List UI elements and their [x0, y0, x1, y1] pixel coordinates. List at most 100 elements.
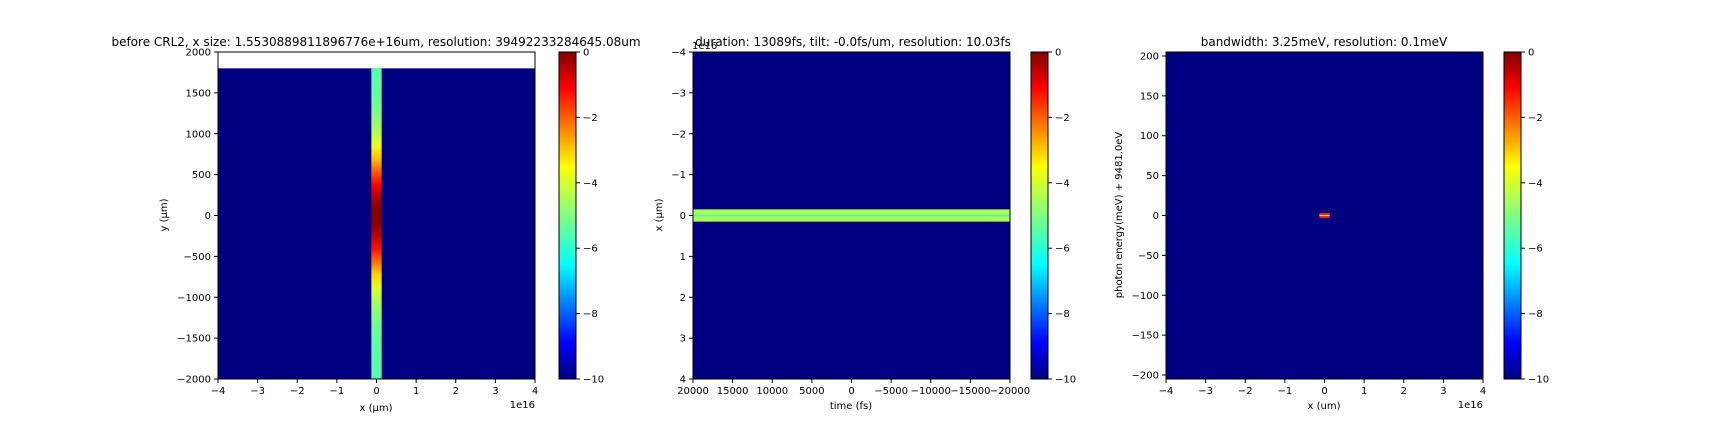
x-tick-label: 3 [492, 386, 498, 397]
x-tick-label: 0 [373, 386, 379, 397]
x-tick-label: 20000 [677, 386, 709, 397]
panel-2-y-label: x (μm) [654, 198, 665, 231]
panel-1-title: before CRL2, x size: 1.5530889811896776e… [111, 35, 640, 49]
y-tick-label: 50 [1146, 171, 1159, 182]
x-tick-label: 5000 [799, 386, 824, 397]
x-tick-label: −10000 [911, 386, 951, 397]
x-tick-label: −15000 [950, 386, 990, 397]
colorbar-tick-label: −2 [1055, 113, 1070, 124]
y-tick-label: −1500 [177, 334, 211, 345]
panel-3-x-offset: 1e16 [1458, 400, 1483, 411]
x-tick-label: −2 [290, 386, 305, 397]
y-tick-label: 1000 [186, 129, 211, 140]
panel-3-colorbar: 0 −2 −4 −6 −8 −10 [1503, 48, 1549, 386]
beam-intensity-band [371, 68, 382, 379]
x-tick-label: −3 [1198, 386, 1213, 397]
heatmap-panel-1: before CRL2, x size: 1.5530889811896776e… [111, 35, 640, 414]
colorbar-tick-label: −6 [1055, 244, 1070, 255]
x-tick-label: −3 [250, 386, 265, 397]
colorbar-tick-label: 0 [1055, 48, 1061, 59]
colorbar-tick-label: −6 [1528, 244, 1543, 255]
x-tick-label: −1 [1278, 386, 1293, 397]
colorbar-tick-label: −4 [583, 178, 598, 189]
y-tick-label: −4 [671, 48, 686, 59]
heatmap-panel-2: duration: 13089fs, tilt: -0.0fs/um, reso… [654, 35, 1076, 412]
y-tick-label: −3 [671, 88, 686, 99]
panel-3-y-label: photon energy(meV) + 9481.0eV [1114, 132, 1125, 299]
heatmap-panel-3: bandwidth: 3.25meV, resolution: 0.1meV −… [1114, 35, 1549, 412]
x-tick-label: −2 [1238, 386, 1253, 397]
colorbar-tick-label: −8 [1055, 309, 1070, 320]
colorbar-tick-label: 0 [583, 48, 589, 59]
panel-1-y-ticks: 2000 1500 1000 500 0 −500 −1000 −1500 −2000 [177, 48, 218, 386]
panel-2-colorbar: 0 −2 −4 −6 −8 −10 [1030, 48, 1076, 386]
colorbar-gradient [558, 51, 577, 380]
x-tick-label: −20000 [990, 386, 1030, 397]
panel-2-x-ticks: 20000 15000 10000 5000 0 −5000 −10000 −15000 −20… [677, 379, 1030, 397]
y-tick-label: 200 [1140, 51, 1159, 62]
y-tick-label: 500 [192, 170, 211, 181]
x-tick-label: −1 [330, 386, 345, 397]
y-tick-label: 3 [680, 334, 686, 345]
panel-3-x-ticks: −4 −3 −2 −1 0 1 2 3 4 [1159, 379, 1486, 397]
colorbar-tick-label: −6 [583, 244, 598, 255]
panel-1-x-offset: 1e16 [510, 400, 535, 411]
colorbar-tick-label: −4 [1055, 178, 1070, 189]
y-tick-label: 2000 [186, 48, 211, 59]
y-tick-label: −200 [1132, 371, 1159, 382]
y-tick-label: −500 [184, 252, 211, 263]
x-tick-label: 1 [1361, 386, 1367, 397]
x-tick-label: 15000 [717, 386, 749, 397]
panel-1-plot-area [218, 68, 535, 379]
colorbar-tick-label: −10 [1528, 375, 1549, 386]
colorbar-tick-label: 0 [1528, 48, 1534, 59]
colorbar-tick-label: −4 [1528, 178, 1543, 189]
y-tick-label: −2000 [177, 375, 211, 386]
y-tick-label: 0 [680, 211, 686, 222]
x-tick-label: 10000 [756, 386, 788, 397]
y-tick-label: 100 [1140, 131, 1159, 142]
panel-2-x-label: time (fs) [830, 401, 872, 412]
colorbar-tick-label: −10 [1055, 375, 1076, 386]
colorbar-tick-label: −8 [583, 309, 598, 320]
y-tick-label: −2 [671, 129, 686, 140]
colorbar-tick-label: −2 [1528, 113, 1543, 124]
x-tick-label: 2 [453, 386, 459, 397]
y-tick-label: 1 [680, 252, 686, 263]
colorbar-gradient [1030, 51, 1049, 380]
panel-3-plot-area [1166, 52, 1483, 379]
y-tick-label: −150 [1132, 331, 1159, 342]
x-tick-label: 3 [1440, 386, 1446, 397]
y-tick-label: 0 [1153, 211, 1159, 222]
y-tick-label: −100 [1132, 291, 1159, 302]
pulse-band-core [693, 214, 1010, 217]
y-tick-label: 150 [1140, 91, 1159, 102]
y-tick-label: −1000 [177, 293, 211, 304]
panel-1-x-label: x (μm) [359, 403, 392, 414]
spectrum-spot-core [1319, 215, 1330, 216]
colorbar-gradient [1503, 51, 1522, 380]
y-tick-label: 1500 [186, 88, 211, 99]
panel-3-x-label: x (um) [1308, 401, 1341, 412]
panel-3-y-ticks: 200 150 100 50 0 −50 −100 −150 −200 [1132, 51, 1166, 382]
y-tick-label: −50 [1138, 251, 1159, 262]
panel-3-title: bandwidth: 3.25meV, resolution: 0.1meV [1201, 35, 1448, 49]
x-tick-label: 2 [1401, 386, 1407, 397]
x-tick-label: 0 [1321, 386, 1327, 397]
colorbar-tick-label: −2 [583, 113, 598, 124]
x-tick-label: −5000 [874, 386, 908, 397]
y-tick-label: −1 [671, 170, 686, 181]
panel-2-y-ticks: −4 −3 −2 −1 0 1 2 3 4 [671, 48, 693, 386]
x-tick-label: 4 [532, 386, 538, 397]
y-tick-label: 0 [205, 211, 211, 222]
colorbar-tick-label: −8 [1528, 309, 1543, 320]
panel-2-y-offset: 1e16 [692, 41, 717, 52]
x-tick-label: 4 [1480, 386, 1486, 397]
y-tick-label: 4 [680, 375, 686, 386]
panel-1-y-label: y (μm) [159, 198, 170, 231]
x-tick-label: −4 [211, 386, 226, 397]
colorbar-tick-label: −10 [583, 375, 604, 386]
y-tick-label: 2 [680, 293, 686, 304]
panel-2-title: duration: 13089fs, tilt: -0.0fs/um, reso… [695, 35, 1011, 49]
